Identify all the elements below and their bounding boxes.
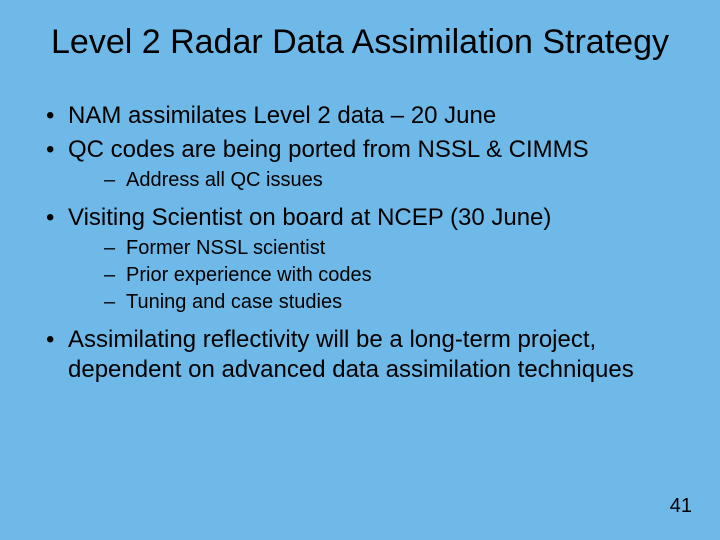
bullet-item: Visiting Scientist on board at NCEP (30 … [40,203,680,315]
bullet-item: QC codes are being ported from NSSL & CI… [40,135,680,193]
slide-number: 41 [670,495,692,518]
bullet-item: Assimilating reflectivity will be a long… [40,325,680,384]
bullet-item: NAM assimilates Level 2 data – 20 June [40,101,680,130]
bullet-text: NAM assimilates Level 2 data – 20 June [68,102,496,129]
sub-bullet-text: Prior experience with codes [126,264,372,286]
sub-bullet-item: Tuning and case studies [68,290,680,315]
bullet-text: Visiting Scientist on board at NCEP (30 … [68,204,551,231]
sub-bullet-list: Former NSSL scientist Prior experience w… [68,236,680,315]
sub-bullet-item: Former NSSL scientist [68,236,680,261]
sub-bullet-item: Prior experience with codes [68,263,680,288]
slide: Level 2 Radar Data Assimilation Strategy… [0,0,720,540]
bullet-text: Assimilating reflectivity will be a long… [68,326,634,382]
sub-bullet-list: Address all QC issues [68,168,680,193]
sub-bullet-item: Address all QC issues [68,168,680,193]
slide-title: Level 2 Radar Data Assimilation Strategy [40,22,680,63]
bullet-text: QC codes are being ported from NSSL & CI… [68,136,589,163]
sub-bullet-text: Former NSSL scientist [126,237,325,259]
sub-bullet-text: Tuning and case studies [126,291,342,313]
sub-bullet-text: Address all QC issues [126,169,323,191]
bullet-list: NAM assimilates Level 2 data – 20 June Q… [40,101,680,383]
